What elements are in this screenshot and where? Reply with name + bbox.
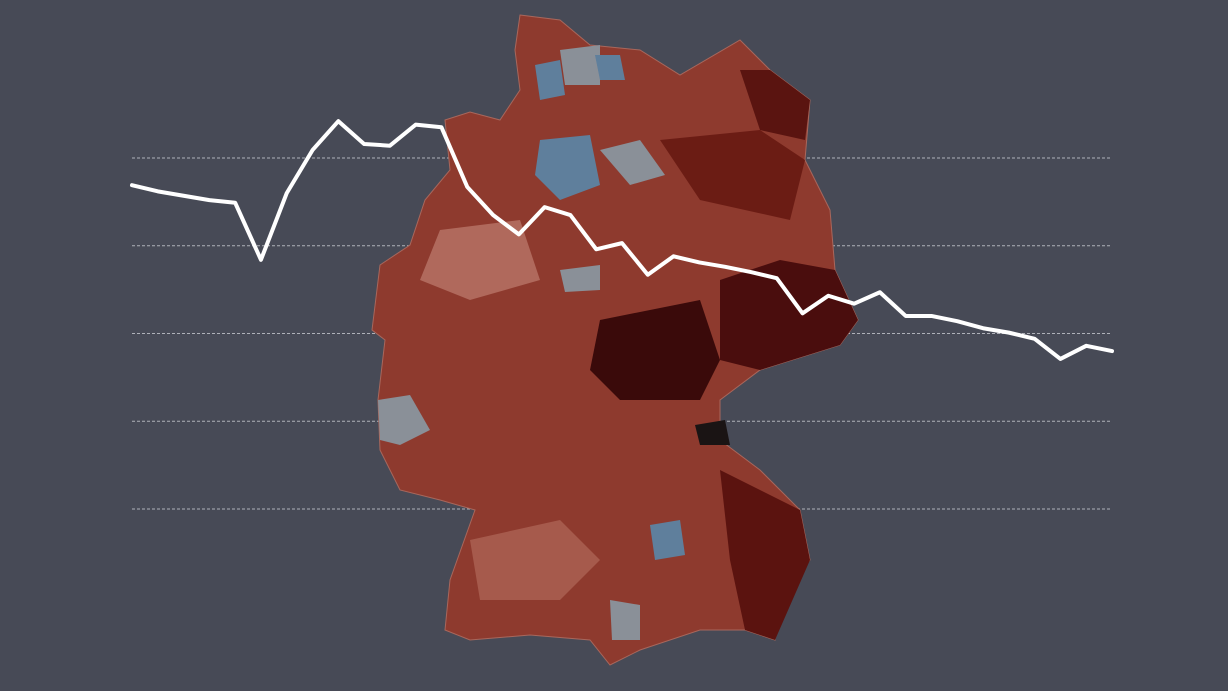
line-series bbox=[130, 119, 1114, 361]
region-grey bbox=[560, 45, 600, 85]
region-dark bbox=[720, 260, 858, 370]
region-grey bbox=[560, 265, 600, 292]
region-blue bbox=[595, 55, 625, 80]
region-dark bbox=[695, 420, 730, 445]
region-blue bbox=[535, 135, 600, 200]
region-grey bbox=[610, 600, 640, 640]
region-dark bbox=[660, 130, 805, 220]
region-grey bbox=[378, 395, 430, 445]
region-blue bbox=[535, 60, 565, 100]
region-blue bbox=[650, 520, 685, 560]
region-dark bbox=[590, 300, 720, 400]
region-grey bbox=[600, 140, 665, 185]
region-light bbox=[470, 520, 600, 600]
germany-map bbox=[371, 14, 859, 666]
region-dark bbox=[720, 470, 810, 640]
region-dark bbox=[740, 70, 810, 140]
region-light bbox=[420, 220, 540, 300]
